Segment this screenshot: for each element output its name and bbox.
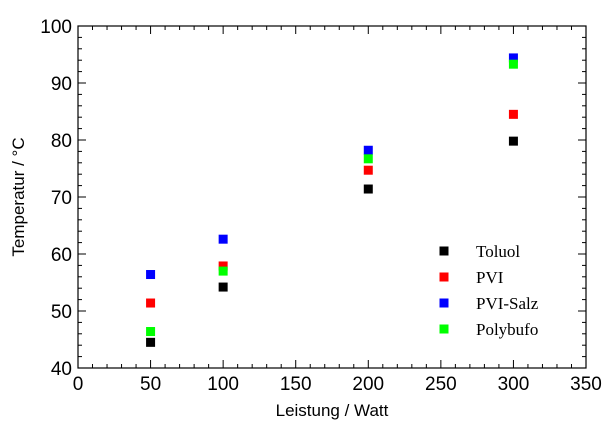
x-tick-label: 150: [280, 374, 312, 395]
legend-swatch-polybufo: [439, 324, 449, 334]
x-tick-label: 0: [73, 374, 84, 395]
legend: Toluol PVI PVI-Salz Polybufo: [439, 242, 539, 339]
point-pvi-salz: [363, 145, 373, 155]
point-pvi-salz: [218, 234, 228, 244]
y-tick-label: 90: [51, 74, 72, 95]
plot-frame: [77, 25, 587, 369]
legend-label-pvi-salz: PVI-Salz: [476, 294, 539, 313]
legend-label-pvi: PVI: [476, 268, 504, 287]
y-axis-title: Temperatur / °C: [9, 137, 28, 256]
point-pvi: [508, 109, 518, 119]
x-tick-label: 300: [498, 374, 530, 395]
x-tick-label: 250: [425, 374, 457, 395]
point-pvi: [363, 165, 373, 175]
y-tick-label: 60: [51, 245, 72, 266]
point-toluol: [146, 337, 156, 347]
legend-swatch-toluol: [439, 246, 449, 256]
tick-labels: 0 50 100 150 200 250 300 350 40 50 60 70 80 90 100: [40, 17, 602, 395]
point-polybufo: [218, 266, 228, 276]
point-toluol: [218, 282, 228, 292]
axis-ticks: [77, 25, 587, 369]
point-pvi-salz: [146, 270, 156, 280]
x-axis-title: Leistung / Watt: [276, 401, 389, 420]
point-pvi: [218, 261, 228, 271]
y-tick-label: 80: [51, 131, 72, 152]
point-toluol: [508, 136, 518, 146]
x-tick-label: 50: [140, 374, 161, 395]
point-pvi-salz: [508, 53, 518, 63]
x-tick-label: 200: [352, 374, 384, 395]
legend-swatch-pvi: [439, 272, 449, 282]
point-polybufo: [363, 154, 373, 164]
y-tick-label: 70: [51, 188, 72, 209]
point-pvi: [146, 298, 156, 308]
x-tick-label: 350: [570, 374, 602, 395]
point-toluol: [363, 184, 373, 194]
y-tick-label: 40: [51, 359, 72, 380]
y-tick-label: 100: [40, 17, 72, 38]
data-points: [146, 53, 518, 347]
point-polybufo: [146, 327, 156, 337]
y-tick-label: 50: [51, 302, 72, 323]
legend-swatch-pvi-salz: [439, 298, 449, 308]
legend-label-polybufo: Polybufo: [476, 320, 538, 339]
legend-label-toluol: Toluol: [476, 242, 520, 261]
point-polybufo: [508, 59, 518, 69]
x-tick-label: 100: [207, 374, 239, 395]
